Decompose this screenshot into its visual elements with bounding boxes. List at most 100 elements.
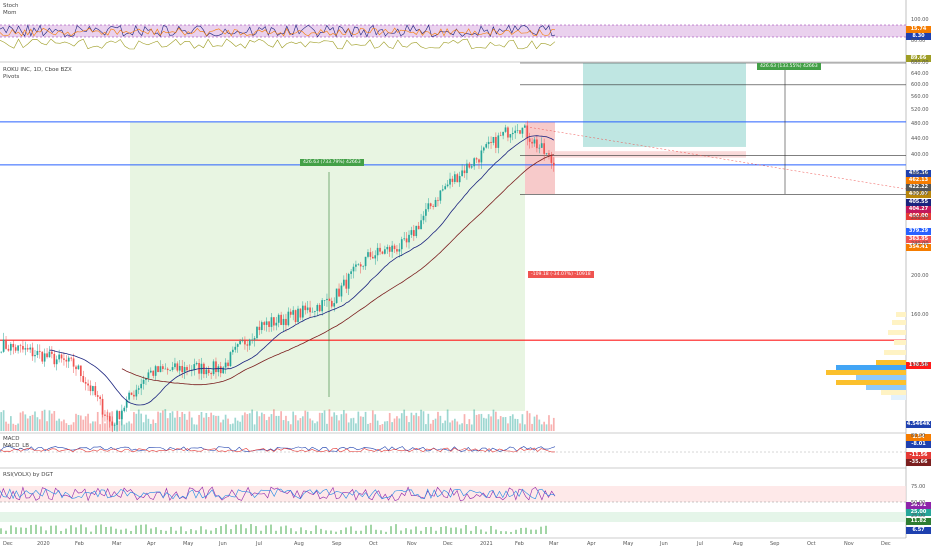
rsi-volume-bar xyxy=(190,529,192,534)
x-tick-label: Sep xyxy=(332,541,342,547)
volume-bar xyxy=(504,417,507,431)
candle-body xyxy=(186,367,188,371)
volume-bar xyxy=(470,424,473,431)
candle-body xyxy=(205,369,208,375)
volume-profile-bar xyxy=(884,350,906,355)
volume-bar xyxy=(130,423,133,431)
volume-bar xyxy=(89,423,92,431)
candle-body xyxy=(352,266,355,272)
volume-bar xyxy=(446,409,449,431)
candle-body xyxy=(125,399,128,408)
volume-bar xyxy=(461,423,463,431)
rsi-volume-bar xyxy=(515,529,517,534)
volume-bar xyxy=(514,418,517,431)
candle-body xyxy=(528,138,531,142)
rsi-volume-bar xyxy=(195,530,197,534)
volume-bar xyxy=(159,412,162,431)
rsi-label: 6.57 xyxy=(906,527,931,534)
candle-body xyxy=(72,358,75,367)
candle-body xyxy=(253,338,256,340)
price-label: 404.27 xyxy=(906,206,931,213)
price-tick-label: 680.00 xyxy=(911,60,929,66)
candle-body xyxy=(415,225,418,237)
rsi-pane-title: RSI(VOLX) by DGT xyxy=(3,472,53,478)
candle-body xyxy=(137,388,140,390)
candle-body xyxy=(437,199,439,201)
rsi-volume-bar xyxy=(65,528,67,534)
price-label: 422.22 xyxy=(906,184,931,191)
volume-bar xyxy=(306,411,309,431)
candle-body xyxy=(149,370,152,373)
volume-bar xyxy=(374,414,377,431)
candle-body xyxy=(367,252,369,257)
volume-bar xyxy=(379,424,381,431)
candle-body xyxy=(417,225,420,230)
volume-bar xyxy=(396,416,398,431)
long-profit-zone xyxy=(130,121,525,411)
rsi-volume-bar xyxy=(385,531,387,534)
candle-body xyxy=(314,310,316,312)
volume-bar xyxy=(400,413,403,431)
candle-body xyxy=(258,326,261,331)
volume-bar xyxy=(268,416,270,431)
rsi-volume-bar xyxy=(525,527,527,534)
candle-body xyxy=(470,166,473,168)
volume-bar xyxy=(463,414,466,431)
candle-body xyxy=(350,271,352,274)
volume-bar xyxy=(492,409,495,431)
candle-body xyxy=(268,321,270,327)
candle-body xyxy=(371,256,374,259)
rsi-volx-line xyxy=(0,488,556,500)
rsi-volume-bar xyxy=(130,530,132,534)
volume-bar xyxy=(178,417,181,431)
candle-body xyxy=(104,414,106,416)
rsi-volume-bar xyxy=(475,526,477,534)
volume-bar xyxy=(248,413,251,431)
candle-body xyxy=(306,307,309,311)
volume-bar xyxy=(46,421,48,431)
candle-body xyxy=(41,351,44,362)
volume-bar xyxy=(376,420,379,431)
rsi-label: 25.00 xyxy=(906,509,931,516)
volume-bar xyxy=(270,414,273,431)
candle-body xyxy=(398,249,401,252)
candle-body xyxy=(548,153,550,155)
volume-bar xyxy=(490,416,492,431)
volume-profile-bar xyxy=(894,340,906,345)
rsi-volume-bar xyxy=(320,528,322,534)
volume-bar xyxy=(174,417,176,431)
rsi-volume-bar xyxy=(145,524,147,534)
rsi-volume-bar xyxy=(430,526,432,534)
volume-bar xyxy=(217,415,220,431)
x-tick-label: Apr xyxy=(147,541,156,547)
candle-body xyxy=(497,135,500,148)
volume-bar xyxy=(355,423,357,431)
candle-body xyxy=(456,174,459,183)
rsi-line xyxy=(0,486,556,502)
candle-body xyxy=(36,350,39,355)
volume-bar xyxy=(285,415,287,431)
volume-bar xyxy=(482,417,485,431)
x-tick-label: Oct xyxy=(369,541,378,547)
volume-bar xyxy=(244,412,246,431)
volume-bar xyxy=(106,411,109,431)
price-tick-label: 200.00 xyxy=(911,273,929,280)
x-tick-label: Jun xyxy=(660,541,668,547)
volume-bar xyxy=(548,415,550,431)
candle-body xyxy=(434,199,437,207)
candle-body xyxy=(495,136,497,148)
candle-body xyxy=(273,317,275,326)
volume-bar xyxy=(280,411,282,431)
candle-body xyxy=(543,143,545,154)
volume-bar xyxy=(200,411,203,431)
candle-body xyxy=(128,392,130,400)
candle-body xyxy=(379,247,381,252)
candle-body xyxy=(133,394,135,397)
volume-bar xyxy=(519,423,521,431)
volume-bar xyxy=(222,419,225,431)
candle-body xyxy=(292,310,295,315)
candle-body xyxy=(17,345,19,351)
x-tick-label: Feb xyxy=(515,541,524,547)
candle-body xyxy=(480,150,483,163)
